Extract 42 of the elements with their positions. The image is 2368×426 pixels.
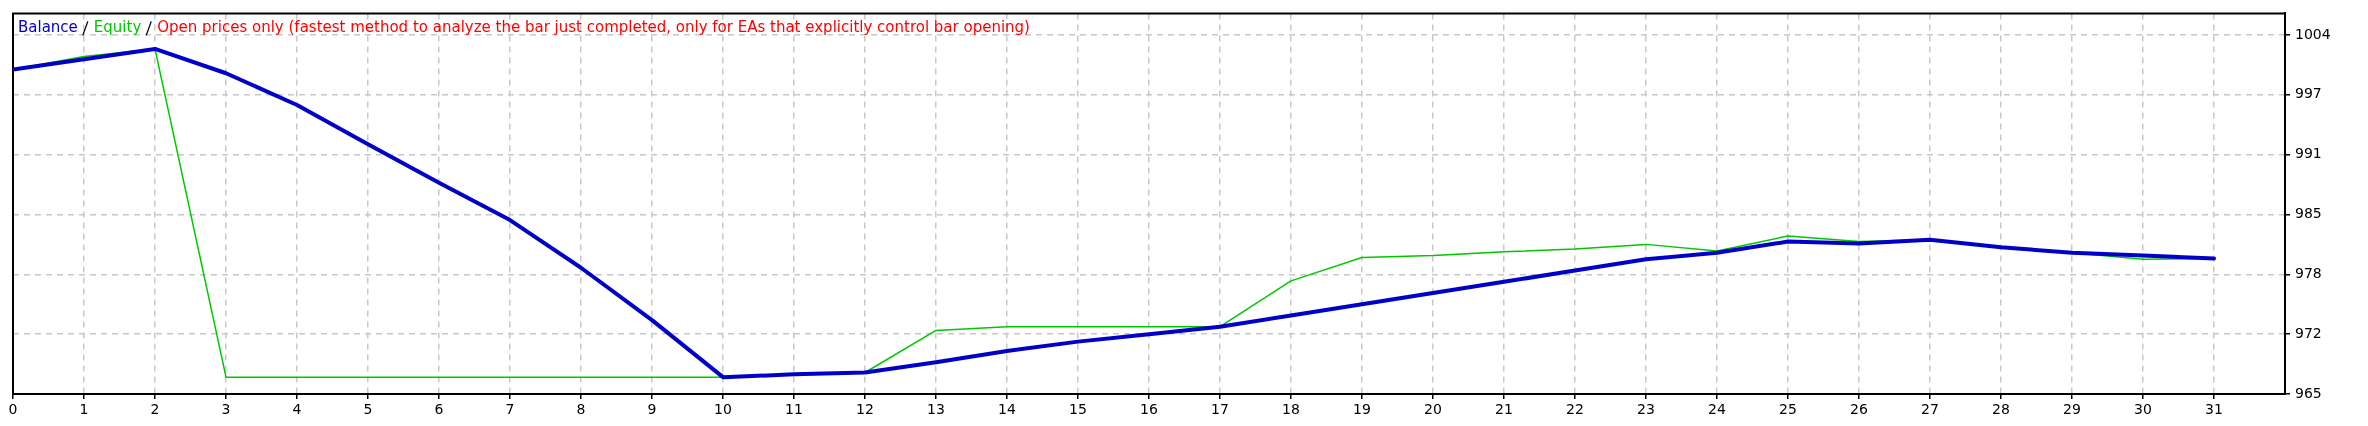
x-tick-label: 8 (576, 401, 586, 418)
x-tick-label: 22 (1566, 401, 1584, 418)
x-tick-label: 29 (2063, 401, 2081, 418)
series-label: Equity (93, 18, 142, 37)
x-tick-label: 3 (221, 401, 231, 418)
x-tick-label: 2 (150, 401, 160, 418)
y-tick-label: 1004 (2295, 25, 2331, 42)
x-tick-label: 10 (714, 401, 732, 418)
x-tick-label: 13 (927, 401, 945, 418)
x-tick-label: 24 (1708, 401, 1726, 418)
x-tick-label: 7 (505, 401, 515, 418)
x-tick-label: 21 (1495, 401, 1513, 418)
y-tick-label: 965 (2295, 384, 2322, 401)
y-tick-label: 985 (2295, 205, 2322, 222)
x-tick-label: 19 (1353, 401, 1371, 418)
x-tick-label: 12 (856, 401, 874, 418)
x-tick-label: 23 (1637, 401, 1655, 418)
x-tick-label: 9 (647, 401, 657, 418)
x-tick-label: 27 (1921, 401, 1939, 418)
x-tick-label: 17 (1211, 401, 1229, 418)
x-tick-label: 4 (292, 401, 302, 418)
series-label: Balance (18, 18, 78, 37)
x-tick-label: 30 (2134, 401, 2152, 418)
x-tick-label: 11 (785, 401, 803, 418)
x-tick-label: 1 (79, 401, 89, 418)
x-tick-label: 15 (1069, 401, 1087, 418)
x-tick-label: 14 (998, 401, 1016, 418)
y-tick-label: 991 (2295, 145, 2322, 162)
x-tick-label: 31 (2205, 401, 2223, 418)
x-tick-label: 25 (1779, 401, 1797, 418)
x-tick-label: 6 (434, 401, 444, 418)
x-tick-label: 26 (1850, 401, 1868, 418)
y-tick-label: 972 (2295, 324, 2322, 341)
x-tick-label: 5 (363, 401, 373, 418)
y-tick-label: 997 (2295, 85, 2322, 102)
x-tick-label: 20 (1424, 401, 1442, 418)
y-tick-label: 978 (2295, 264, 2322, 281)
x-tick-label: 18 (1282, 401, 1300, 418)
x-tick-label: 0 (8, 401, 18, 418)
x-tick-label: 16 (1140, 401, 1158, 418)
x-tick-label: 28 (1992, 401, 2010, 418)
annotation: Open prices only (fastest method to analyze the bar just completed, only for EAs that explicitly control bar opening) (157, 18, 1030, 37)
